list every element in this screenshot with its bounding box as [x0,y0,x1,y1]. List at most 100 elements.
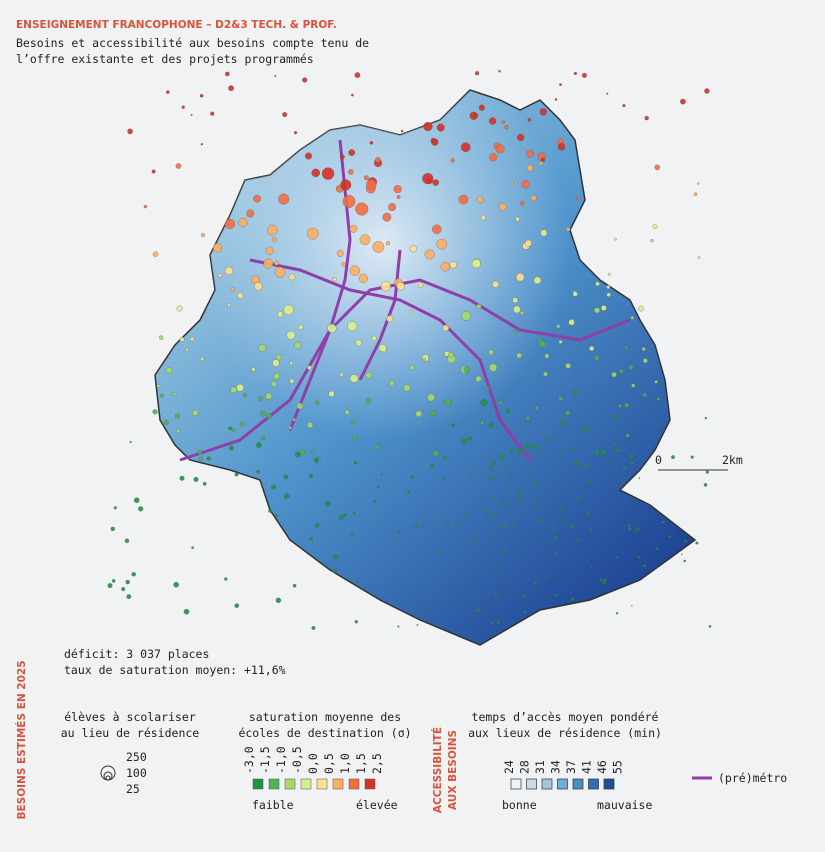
dot [166,90,170,94]
dot [474,540,478,544]
dot [630,461,635,465]
dot [492,476,496,479]
dot [258,344,267,353]
side-label: BESOINS ESTIMÉS EN 2025 [15,660,28,819]
dot [530,195,537,201]
dot [427,178,433,184]
side-label: AUX BESOINS [447,730,459,810]
dot [577,539,580,542]
dot [200,143,203,146]
dot [351,93,354,97]
dot [365,371,372,379]
dot [224,266,234,276]
dot [393,185,402,194]
dot [274,74,277,77]
legend-title: saturation moyenne des [249,710,401,724]
dot [600,305,607,311]
dot [518,489,522,493]
legend-title: élèves à scolariser [64,710,196,724]
time-swatch [572,778,584,790]
side-label: ACCESSIBILITÉ [431,727,444,813]
dot [576,196,581,201]
dot [427,393,435,402]
dot [416,624,419,626]
dot [365,397,372,404]
dot [251,367,256,372]
dot [503,550,507,554]
dot [482,571,486,575]
dot [590,565,593,568]
dot [697,182,700,185]
dot [217,273,223,278]
dot [265,246,274,255]
dot [126,594,132,599]
dot [355,202,369,216]
dot [602,581,606,585]
dot [274,266,286,278]
dot [524,239,532,247]
legend-title: au lieu de résidence [61,726,200,740]
dot [568,319,575,326]
dot [662,520,665,524]
dot [517,447,523,454]
dot [615,612,619,615]
dot [553,535,557,539]
saturation-swatch [316,778,328,790]
dot [495,144,505,154]
dot [498,454,505,461]
dot [554,552,557,556]
dot [497,569,501,573]
legend-low: faible [252,798,294,812]
time-swatch [557,778,568,790]
dot [566,227,571,232]
dot [339,372,344,377]
dot [385,241,390,246]
dot [227,303,231,307]
dot [606,292,611,297]
dot [175,413,181,419]
dot [526,149,534,158]
dot [463,366,470,373]
dot [443,477,446,480]
dot [498,400,503,405]
dot [534,581,538,585]
dot [538,161,544,166]
dot [498,69,501,73]
dot [513,180,518,185]
dot [286,330,296,340]
dot [110,526,115,532]
time-swatch [541,778,553,790]
dot [436,550,441,554]
dot [242,393,248,398]
dot [638,305,644,312]
dot [494,592,498,596]
dot [283,304,294,316]
dot [642,358,648,364]
dot [175,163,182,169]
dot [191,546,194,550]
dot [283,474,289,480]
saturation-tick: 2,5 [370,753,384,774]
dot [461,310,471,321]
dot [554,98,558,101]
dot [309,474,313,479]
dot [650,239,654,243]
legend-high: mauvaise [597,798,652,812]
time-tick: 37 [564,760,578,774]
dot [527,117,532,122]
time-tick: 24 [502,760,516,774]
dot [342,195,356,208]
dot [410,475,414,479]
dot [228,445,234,451]
dot [292,418,296,422]
dot [516,352,522,359]
dot [371,335,377,342]
dot [589,528,593,531]
metro-label: (pré)métro [718,771,787,785]
dot [603,578,607,582]
dot [562,520,565,524]
dot [256,442,262,448]
dot [476,303,482,310]
dot [697,256,701,259]
